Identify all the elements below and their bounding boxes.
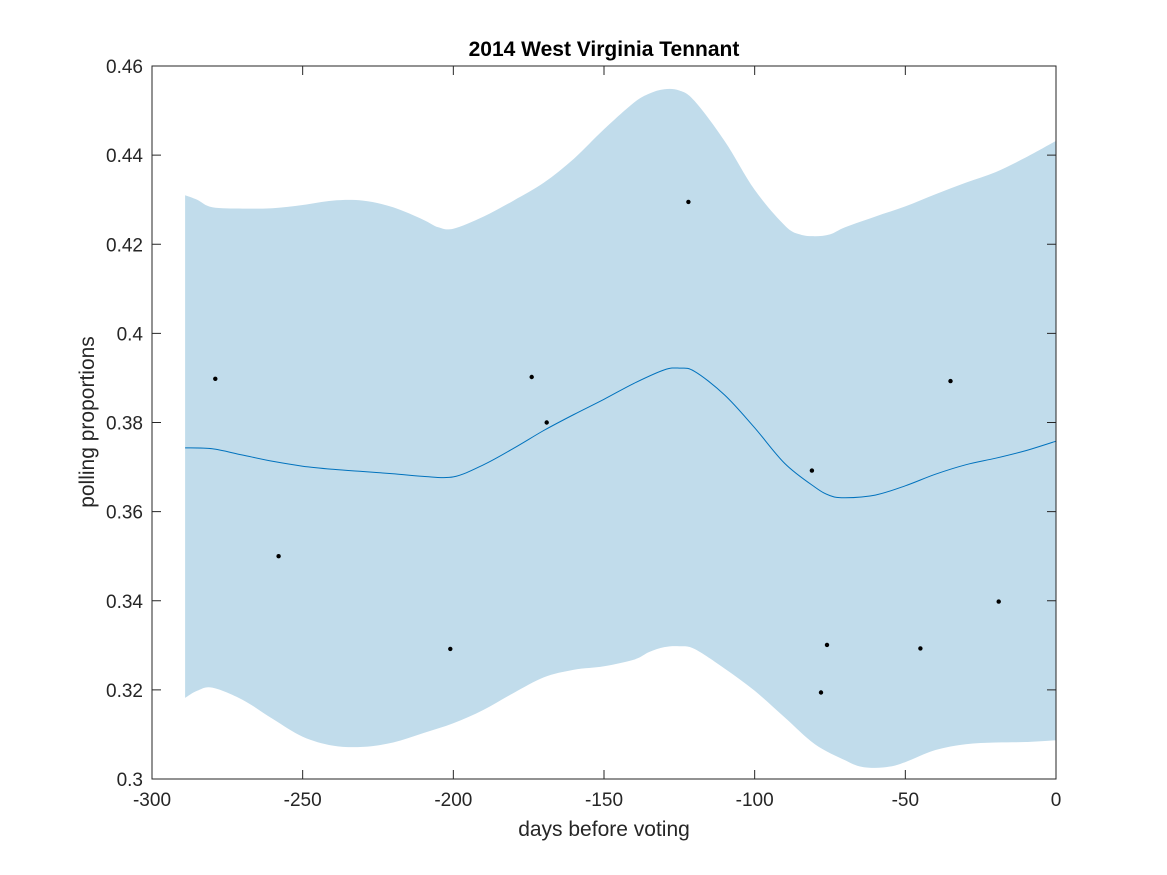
mean-line	[185, 367, 1057, 499]
confidence-band-layer	[185, 88, 1057, 768]
y-axis-label: polling proportions	[76, 336, 99, 508]
ticks-layer: -300 -250 -200 -150 -100 -50 0 0.3 0.32 0.34 0.36 0…	[106, 57, 1061, 811]
x-tick-label: 0	[1051, 790, 1062, 811]
data-point	[544, 420, 549, 425]
data-point	[276, 554, 281, 559]
data-point	[948, 378, 953, 384]
y-tick-label: 0.34	[106, 592, 143, 613]
data-point	[918, 646, 923, 651]
data-point	[818, 690, 824, 695]
x-axis-label: days before voting	[518, 818, 690, 841]
y-tick-label: 0.38	[106, 414, 143, 435]
y-tick-label: 0.32	[106, 681, 143, 702]
data-point	[448, 646, 453, 652]
x-tick-label: -150	[585, 790, 623, 811]
confidence-band	[185, 88, 1057, 768]
y-tick-label: 0.42	[106, 235, 143, 256]
y-tick-label: 0.36	[106, 503, 143, 524]
data-point	[996, 599, 1001, 604]
mean-line-layer	[185, 367, 1057, 499]
y-tick-label: 0.4	[117, 324, 144, 345]
chart-title: 2014 West Virginia Tennant	[469, 38, 740, 61]
data-point	[686, 199, 691, 205]
x-tick-label: -250	[284, 790, 322, 811]
x-tick-label: -200	[434, 790, 472, 811]
x-tick-label: -100	[736, 790, 774, 811]
x-tick-label: -300	[133, 790, 171, 811]
x-tick-label: -50	[892, 790, 919, 811]
y-tick-label: 0.44	[106, 146, 143, 167]
data-points-layer	[213, 199, 1001, 695]
data-point	[824, 642, 830, 648]
y-tick-label: 0.46	[106, 57, 143, 78]
data-point	[529, 374, 534, 380]
data-point	[809, 468, 815, 473]
data-point	[213, 376, 218, 381]
y-tick-label: 0.3	[117, 770, 143, 791]
